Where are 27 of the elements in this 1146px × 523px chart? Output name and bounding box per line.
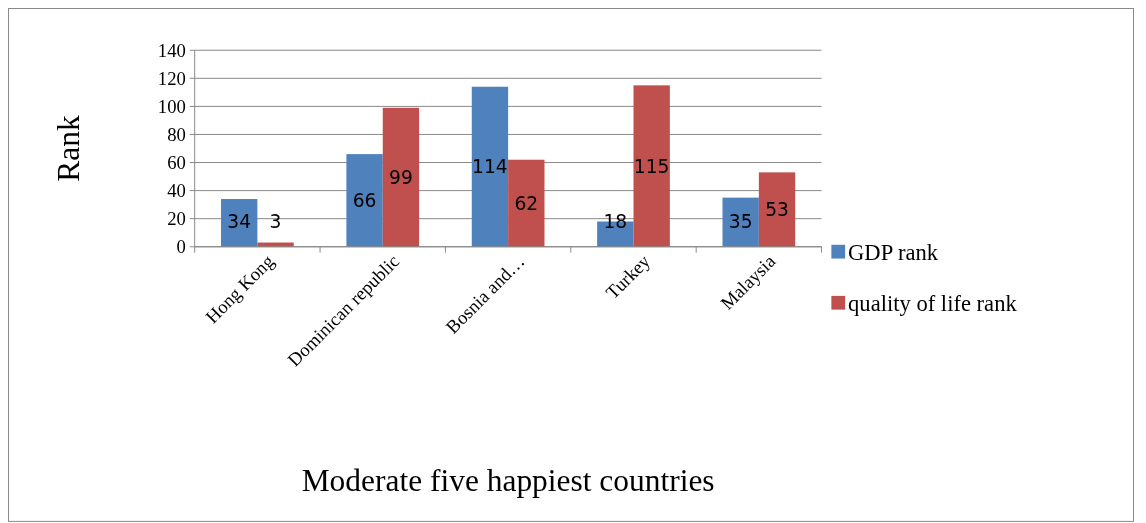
bar <box>508 159 545 247</box>
data-label: 53 <box>765 199 789 221</box>
y-tick-label: 80 <box>167 124 186 145</box>
data-label: 115 <box>633 155 670 177</box>
y-tick-label: 60 <box>167 152 186 174</box>
y-tick-label: 0 <box>176 236 186 258</box>
data-label: 34 <box>227 210 252 232</box>
data-label: 3 <box>269 210 282 232</box>
legend-label: GDP rank <box>848 239 939 265</box>
bar <box>633 85 670 247</box>
data-label: 35 <box>728 210 753 232</box>
y-tick-label: 100 <box>157 95 186 117</box>
data-label: 62 <box>514 192 539 214</box>
y-tick-label: 40 <box>167 180 186 202</box>
bar <box>346 154 383 247</box>
y-tick-label: 120 <box>157 67 186 89</box>
y-tick-label: 140 <box>157 39 186 61</box>
data-label: 99 <box>389 166 413 188</box>
data-label: 114 <box>472 156 508 178</box>
x-axis-title: Moderate five happiest countries <box>301 463 715 499</box>
data-label: 66 <box>352 189 377 211</box>
bar <box>471 86 509 247</box>
y-axis-title: Rank <box>50 115 86 182</box>
bar <box>382 107 420 247</box>
legend-label: quality of life rank <box>848 290 1018 316</box>
bar <box>758 172 796 247</box>
y-tick-label: 20 <box>167 208 186 230</box>
